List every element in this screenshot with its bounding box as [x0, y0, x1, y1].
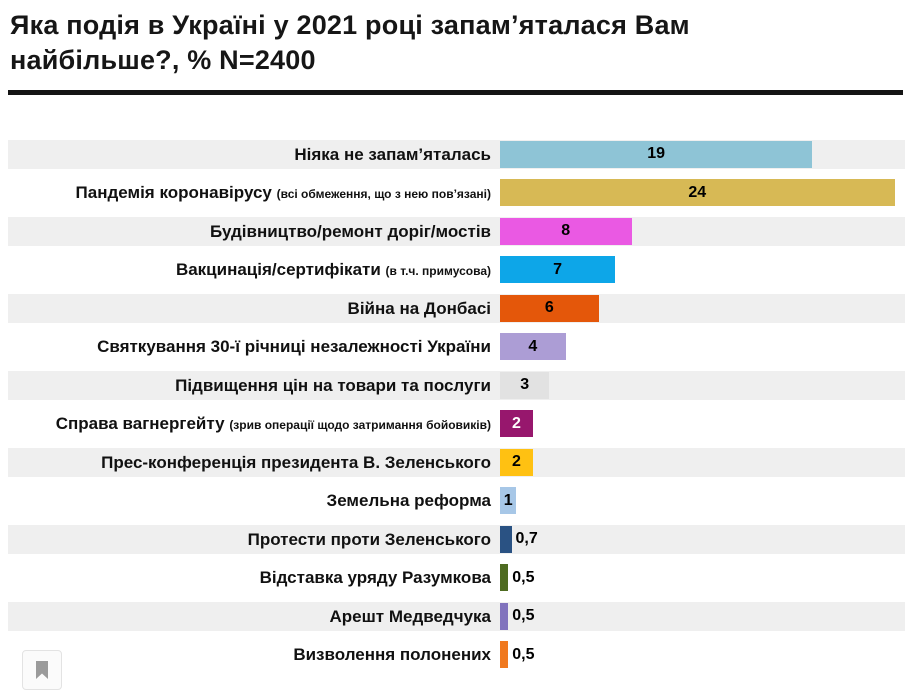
row-label-sub: (зрив операції щодо затримання бойовиків… — [229, 418, 491, 433]
bar-value: 0,5 — [512, 568, 535, 586]
bar — [500, 525, 512, 553]
chart-row: Святкування 30-ї річниці незалежності Ук… — [0, 328, 911, 367]
bookmark-icon — [36, 661, 48, 679]
row-label: Справа вагнергейту (зрив операції щодо з… — [0, 414, 500, 433]
chart-row: Вакцинація/сертифікати (в т.ч. примусова… — [0, 251, 911, 290]
bar: 1 — [500, 487, 517, 515]
row-label-main: Відставка уряду Разумкова — [259, 568, 491, 588]
bar-value: 0,5 — [512, 607, 535, 625]
bar-value: 4 — [528, 337, 538, 355]
bar: 24 — [500, 179, 895, 207]
row-label: Пандемія коронавірусу (всі обмеження, що… — [0, 183, 500, 202]
row-label-main: Справа вагнергейту — [55, 414, 225, 434]
bar-value: 7 — [553, 260, 562, 278]
bar — [500, 602, 509, 630]
row-label: Будівництво/ремонт доріг/мостів — [0, 222, 500, 241]
row-label-main: Святкування 30-ї річниці незалежності Ук… — [97, 337, 491, 357]
chart-row: Арешт Медведчука 0,5 — [0, 597, 911, 636]
bar-area: 4 — [500, 328, 911, 367]
bar-area: 1 — [500, 482, 911, 521]
bar-value: 1 — [503, 491, 513, 509]
chart-row: Пандемія коронавірусу (всі обмеження, що… — [0, 174, 911, 213]
bar-value: 19 — [647, 145, 666, 163]
title-divider — [8, 90, 903, 96]
bar: 2 — [500, 448, 533, 476]
bar-value: 8 — [561, 222, 571, 240]
bar: 19 — [500, 140, 813, 168]
bar-value: 0,5 — [512, 645, 535, 663]
bar: 6 — [500, 294, 599, 322]
bar-area: 7 — [500, 251, 911, 290]
row-label: Війна на Донбасі — [0, 299, 500, 318]
chart-row: Відставка уряду Разумкова 0,5 — [0, 559, 911, 598]
bar-value: 2 — [511, 414, 521, 432]
bar-value: 0,7 — [515, 530, 538, 548]
row-label-main: Протести проти Зеленського — [247, 529, 491, 549]
bar: 7 — [500, 256, 616, 284]
chart-row: Земельна реформа 1 — [0, 482, 911, 521]
bar-value: 24 — [688, 183, 707, 201]
row-label-main: Визволення полонених — [293, 645, 491, 665]
chart-row: Будівництво/ремонт доріг/мостів 8 — [0, 212, 911, 251]
bar-area: 19 — [500, 135, 911, 174]
row-label: Святкування 30-ї річниці незалежності Ук… — [0, 337, 500, 356]
row-label: Визволення полонених — [0, 645, 500, 664]
bar-area: 2 — [500, 443, 911, 482]
row-label-main: Прес-конференція президента В. Зеленсько… — [101, 452, 491, 472]
row-label-main: Арешт Медведчука — [329, 606, 492, 626]
chart-row: Підвищення цін на товари та послуги 3 — [0, 366, 911, 405]
row-label-main: Будівництво/ремонт доріг/мостів — [209, 221, 491, 241]
bar-area: 0,5 — [500, 636, 911, 675]
bar: 2 — [500, 410, 533, 438]
bar-value: 2 — [511, 453, 521, 471]
row-label-sub: (всі обмеження, що з нею пов’язані) — [276, 187, 491, 202]
bar-area: 0,7 — [500, 520, 911, 559]
bar-area: 3 — [500, 366, 911, 405]
bar-value: 3 — [520, 376, 530, 394]
chart-row: Війна на Донбасі 6 — [0, 289, 911, 328]
row-label: Протести проти Зеленського — [0, 530, 500, 549]
chart-row: Справа вагнергейту (зрив операції щодо з… — [0, 405, 911, 444]
bookmark-button[interactable] — [22, 650, 62, 690]
bar — [500, 564, 509, 592]
row-label: Арешт Медведчука — [0, 607, 500, 626]
bar-area: 2 — [500, 405, 911, 444]
bar-value: 6 — [544, 299, 554, 317]
row-label-main: Вакцинація/сертифікати — [175, 260, 381, 280]
bar-area: 0,5 — [500, 597, 911, 636]
row-label-main: Ніяка не запам’яталась — [294, 144, 491, 164]
chart-title-line1: Яка подія в Україні у 2021 році запам’ят… — [10, 10, 690, 40]
row-label: Вакцинація/сертифікати (в т.ч. примусова… — [0, 260, 500, 279]
chart-row: Визволення полонених 0,5 — [0, 636, 911, 675]
row-label-main: Війна на Донбасі — [347, 298, 491, 318]
row-label-sub: (в т.ч. примусова) — [385, 264, 491, 279]
bar-area: 6 — [500, 289, 911, 328]
row-label: Відставка уряду Разумкова — [0, 568, 500, 587]
row-label-main: Підвищення цін на товари та послуги — [175, 375, 491, 395]
row-label-main: Земельна реформа — [326, 491, 491, 511]
bar: 8 — [500, 217, 632, 245]
bar-area: 0,5 — [500, 559, 911, 598]
row-label: Ніяка не запам’яталась — [0, 145, 500, 164]
chart-row: Ніяка не запам’яталась 19 — [0, 135, 911, 174]
bar: 3 — [500, 371, 550, 399]
bar — [500, 641, 509, 669]
bar-chart: Ніяка не запам’яталась 19 Пандемія корон… — [0, 135, 911, 674]
chart-row: Прес-конференція президента В. Зеленсько… — [0, 443, 911, 482]
bar-area: 8 — [500, 212, 911, 251]
row-label: Земельна реформа — [0, 491, 500, 510]
row-label: Прес-конференція президента В. Зеленсько… — [0, 453, 500, 472]
bar: 4 — [500, 333, 566, 361]
chart-row: Протести проти Зеленського 0,7 — [0, 520, 911, 559]
chart-title: Яка подія в Україні у 2021 році запам’ят… — [0, 0, 911, 78]
chart-title-line2: найбільше?, % N=2400 — [10, 45, 316, 76]
bar-area: 24 — [500, 174, 911, 213]
row-label: Підвищення цін на товари та послуги — [0, 376, 500, 395]
row-label-main: Пандемія коронавірусу — [75, 183, 272, 203]
